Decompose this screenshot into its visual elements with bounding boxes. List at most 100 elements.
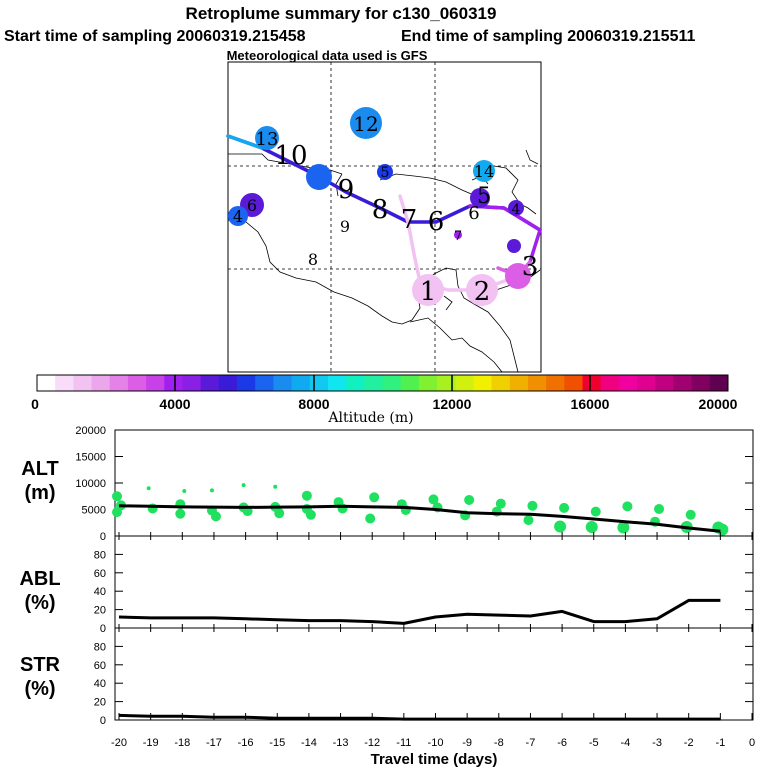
number-label: 7: [454, 229, 462, 244]
colorbar-cell: [73, 375, 93, 391]
colorbar-cell: [237, 375, 256, 391]
x-tick-label: -4: [621, 737, 631, 749]
alt-particle-point: [654, 503, 665, 514]
alt-particle-point: [559, 502, 570, 513]
colorbar-tick-label: 12000: [433, 396, 472, 412]
alt-particle-point: [523, 515, 534, 526]
x-tick-label: -15: [269, 737, 285, 749]
y-tick-label: 80: [94, 549, 106, 561]
trajectory-map: 13 10 9 8 7 6 6 5 4 3 2 1 7 8 9 14 12 4 …: [226, 61, 542, 373]
number-label: 6: [428, 207, 445, 237]
abl-line: [118, 598, 721, 625]
colorbar-frame: [36, 374, 729, 392]
y-tick-label: 40: [94, 586, 106, 598]
colorbar-cell: [218, 375, 238, 391]
alt-panel-label: ALT: [21, 458, 58, 480]
colorbar-cell: [509, 375, 529, 391]
alt-particle-point: [585, 520, 598, 533]
alt-particle-point: [305, 509, 316, 520]
y-tick-label: 40: [94, 678, 106, 690]
colorbar-tick-label: 4000: [159, 396, 190, 412]
colorbar-cell: [109, 375, 129, 391]
alt-particle-point: [428, 494, 439, 505]
trajectory-points: [228, 107, 531, 306]
x-tick-label: -6: [557, 737, 567, 749]
alt-particle-point: [527, 500, 538, 511]
number-label: 3: [522, 252, 539, 282]
colorbar-cell: [127, 375, 147, 391]
y-tick-label: 0: [100, 715, 106, 727]
y-tick-label: 0: [100, 623, 106, 635]
y-tick-label: 10000: [75, 478, 106, 490]
colorbar-cell: [655, 375, 674, 391]
colorbar-cell: [91, 375, 111, 391]
alt-particle-point: [685, 509, 696, 520]
colorbar-cell: [346, 375, 365, 391]
y-tick-label: 5000: [82, 505, 106, 517]
number-label: 4: [512, 202, 521, 218]
colorbar-cell: [364, 375, 383, 391]
x-tick-label: -19: [143, 737, 159, 749]
colorbar-cell: [473, 375, 493, 391]
colorbar-cell: [527, 375, 547, 391]
colorbar-cell: [637, 375, 656, 391]
colorbar-cell: [491, 375, 511, 391]
colorbar-cell: [37, 375, 56, 391]
colorbar-tick-label: 8000: [298, 396, 329, 412]
x-tick-label: -11: [396, 737, 411, 749]
start-time-label: Start time of sampling 20060319.215458: [4, 28, 306, 45]
number-label: 8: [308, 250, 318, 269]
alt-particle-point: [112, 491, 122, 502]
colorbar-cell: [382, 375, 402, 391]
x-tick-label: 0: [749, 737, 755, 749]
alt-particle-point: [590, 506, 601, 517]
str-panel: STR (%) 0 20 40 60 80: [20, 627, 754, 727]
x-tick-label: -18: [174, 737, 190, 749]
alt-particle-point: [209, 488, 214, 493]
colorbar-cell: [691, 375, 711, 391]
trajectory-point-4: [508, 200, 524, 216]
number-label: 7: [401, 205, 418, 235]
x-tick-label: -9: [462, 737, 472, 749]
alt-particle-point: [112, 507, 122, 518]
y-tick-label: 20: [94, 605, 106, 617]
trajectory-point-2: [466, 274, 498, 306]
trajectory-point-12: [350, 107, 382, 139]
x-tick-label: -7: [526, 737, 536, 749]
colorbar-cells: [37, 375, 729, 391]
alt-panel-frame: [114, 429, 754, 537]
number-label: 8: [372, 195, 389, 225]
figure-title: Retroplume summary for c130_060319: [186, 4, 497, 23]
x-tick-label: -8: [494, 737, 504, 749]
alt-particle-point: [369, 492, 380, 503]
number-label: 10: [274, 141, 307, 171]
colorbar-tick-label: 16000: [571, 396, 610, 412]
altitude-colorbar: 0 4000 8000 12000 16000 20000 Altitude (…: [31, 374, 738, 426]
y-tick-label: 20: [94, 697, 106, 709]
colorbar-cell: [291, 375, 311, 391]
x-tick-label: -20: [111, 737, 127, 749]
x-tick-label: -17: [206, 737, 222, 749]
x-tick-label: -12: [364, 737, 380, 749]
colorbar-cell: [618, 375, 638, 391]
alt-particle-point: [622, 501, 633, 512]
number-label: 5: [381, 165, 390, 181]
x-axis-label: Travel time (days): [371, 751, 498, 768]
x-tick-label: -3: [652, 737, 662, 749]
trajectory-number-labels: 13 10 9 8 7 6 6 5 4 3 2 1 7 8 9 14 12 4 …: [233, 112, 538, 307]
trajectory-point-1: [412, 274, 444, 306]
colorbar-tick-label: 20000: [699, 396, 738, 412]
abl-panel-label: ABL: [19, 568, 60, 590]
trajectory-point-14: [473, 160, 495, 182]
number-label: 5: [477, 184, 491, 209]
colorbar-cell: [273, 375, 293, 391]
trajectory-point-13: [255, 126, 279, 150]
alt-mean-line: [118, 504, 721, 533]
map-frame: [227, 61, 542, 373]
str-y-ticks: 0 20 40 60 80: [94, 641, 753, 727]
colorbar-cell: [546, 375, 565, 391]
colorbar-cell: [418, 375, 438, 391]
str-line: [118, 713, 721, 721]
end-time-label: End time of sampling 20060319.215511: [401, 28, 695, 45]
